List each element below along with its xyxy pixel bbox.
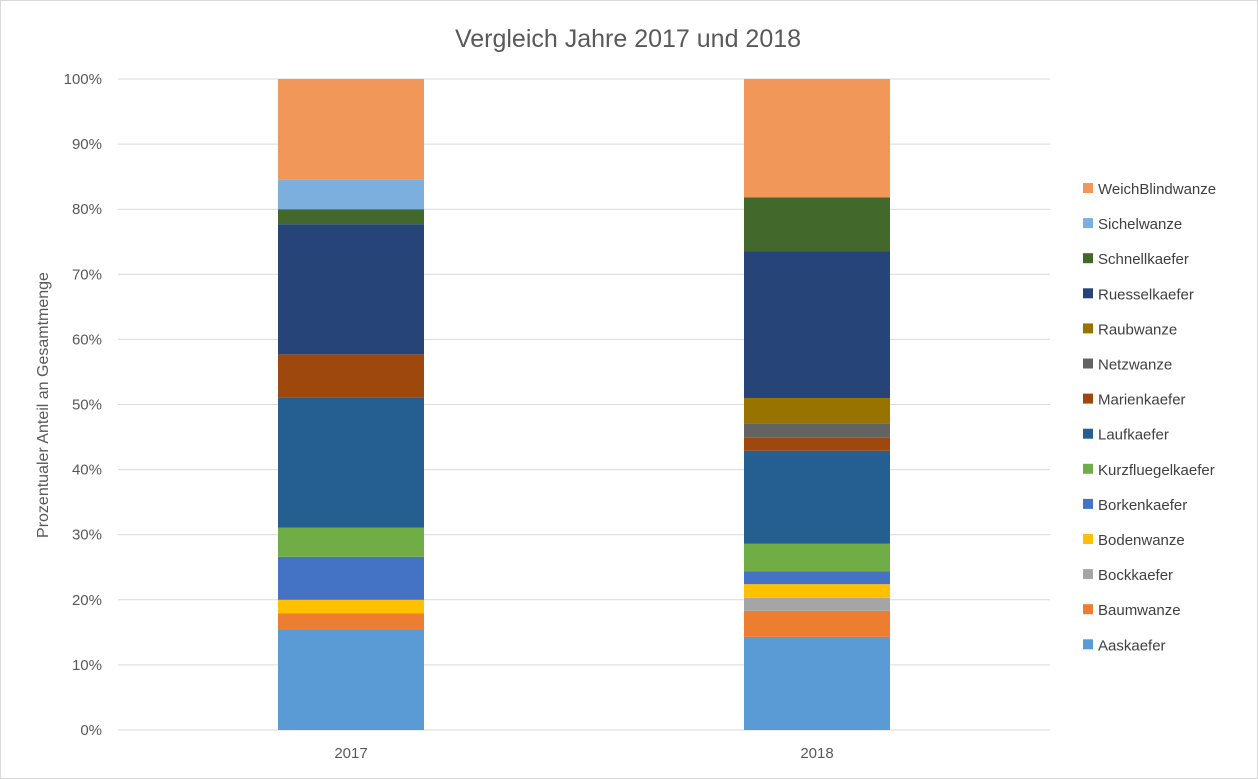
- y-tick-label: 40%: [72, 462, 102, 479]
- bar-segment-bockkaefer-2018: [744, 597, 890, 611]
- legend-swatch: [1083, 534, 1093, 544]
- legend-swatch: [1083, 639, 1093, 650]
- y-tick-label: 60%: [72, 331, 102, 348]
- y-tick-label: 30%: [72, 527, 102, 544]
- legend-label: Netzwanze: [1098, 357, 1172, 374]
- bar-segment-sichelwanze-2017: [278, 179, 424, 210]
- legend-swatch: [1083, 604, 1093, 615]
- bar-segment-kurzfluegelkaefer-2017: [278, 527, 424, 557]
- bar-segment-ruesselkaefer-2017: [278, 224, 424, 355]
- bar-segment-aaskaefer-2018: [744, 636, 890, 730]
- legend-swatch: [1083, 323, 1093, 334]
- chart-title: Vergleich Jahre 2017 und 2018: [455, 25, 801, 53]
- bar-segment-baumwanze-2017: [278, 613, 424, 630]
- legend-label: Borkenkaefer: [1098, 497, 1187, 514]
- bar-segment-marienkaefer-2017: [278, 354, 424, 398]
- legend-label: Aaskaefer: [1098, 637, 1166, 654]
- y-tick-label: 90%: [72, 136, 102, 153]
- bar-segment-kurzfluegelkaefer-2018: [744, 543, 890, 572]
- legend-label: Baumwanze: [1098, 602, 1181, 619]
- x-tick-label: 2018: [800, 745, 833, 762]
- legend: WeichBlindwanze Sichelwanze Schnellkaefer R…: [1083, 181, 1216, 654]
- bar-segment-netzwanze-2018: [744, 423, 890, 438]
- bar-segment-schnellkaefer-2017: [278, 209, 424, 225]
- legend-label: Schnellkaefer: [1098, 251, 1189, 268]
- bar-segment-ruesselkaefer-2018: [744, 251, 890, 398]
- legend-label: Sichelwanze: [1098, 216, 1182, 233]
- x-tick-label: 2017: [334, 745, 367, 762]
- y-tick-label: 70%: [72, 266, 102, 283]
- bar-segment-borkenkaefer-2017: [278, 556, 424, 600]
- bar-segment-bodenwanze-2018: [744, 584, 890, 598]
- legend-swatch: [1083, 358, 1093, 369]
- y-tick-label: 100%: [64, 71, 102, 88]
- bar-segment-weichblindwanze-2017: [278, 79, 424, 180]
- y-axis-ticks: 0% 10% 20% 30% 40% 50% 60% 70% 80% 90% 100%: [64, 71, 102, 739]
- legend-swatch: [1083, 498, 1093, 509]
- bar-segment-raubwanze-2018: [744, 397, 890, 424]
- legend-label: Bodenwanze: [1098, 532, 1185, 549]
- y-tick-label: 0%: [80, 722, 102, 739]
- legend-swatch: [1083, 288, 1093, 299]
- legend-swatch: [1083, 428, 1093, 439]
- legend-swatch: [1083, 218, 1093, 229]
- y-tick-label: 80%: [72, 201, 102, 218]
- bar-segment-bodenwanze-2017: [278, 599, 424, 614]
- bar-segment-aaskaefer-2017: [278, 629, 424, 730]
- legend-label: Ruesselkaefer: [1098, 286, 1194, 303]
- gridlines: [118, 78, 1050, 731]
- legend-label: Laufkaefer: [1098, 427, 1169, 444]
- y-tick-label: 20%: [72, 592, 102, 609]
- bar-segment-borkenkaefer-2018: [744, 571, 890, 585]
- legend-swatch: [1083, 183, 1093, 193]
- bars: [278, 79, 890, 730]
- legend-swatch: [1083, 569, 1093, 580]
- legend-label: Kurzfluegelkaefer: [1098, 462, 1215, 479]
- bar-segment-schnellkaefer-2018: [744, 197, 890, 252]
- legend-label: Marienkaefer: [1098, 392, 1186, 409]
- legend-swatch: [1083, 253, 1093, 264]
- legend-label: Bockkaefer: [1098, 567, 1173, 584]
- legend-swatch: [1083, 393, 1093, 404]
- y-tick-label: 10%: [72, 657, 102, 674]
- legend-swatch: [1083, 463, 1093, 474]
- y-tick-label: 50%: [72, 397, 102, 414]
- bar-segment-laufkaefer-2018: [744, 450, 890, 544]
- bar-segment-laufkaefer-2017: [278, 397, 424, 528]
- bar-segment-baumwanze-2018: [744, 610, 890, 637]
- bar-segment-marienkaefer-2018: [744, 437, 890, 451]
- x-axis-ticks: 2017 2018: [334, 745, 833, 762]
- y-axis-title: Prozentualer Anteil an Gesamtmenge: [35, 272, 52, 538]
- bar-segment-weichblindwanze-2018: [744, 79, 890, 198]
- legend-label: Raubwanze: [1098, 321, 1177, 338]
- legend-label: WeichBlindwanze: [1098, 181, 1216, 198]
